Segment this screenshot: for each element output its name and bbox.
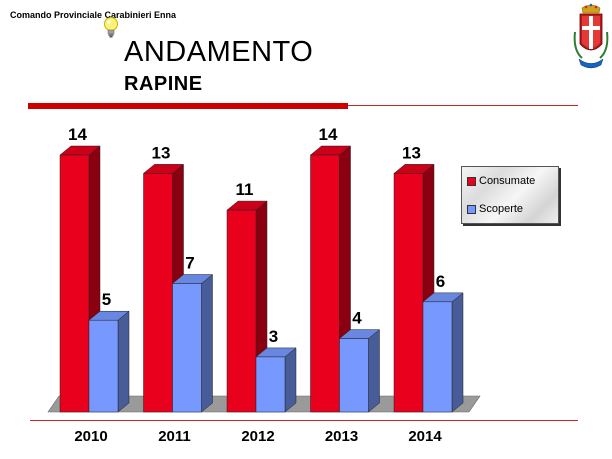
light-bulb-icon bbox=[104, 17, 118, 38]
bar-side-s1-c1 bbox=[201, 273, 213, 413]
bar-s0-c2 bbox=[226, 209, 257, 413]
bar-side-s1-c4 bbox=[451, 292, 464, 413]
bar-s1-c0 bbox=[88, 319, 119, 413]
bar-s0-c3 bbox=[310, 154, 340, 413]
data-label-s0-c3: 14 bbox=[319, 125, 338, 144]
legend-item-consumate: Consumate bbox=[467, 175, 535, 187]
bar-s0-c4 bbox=[393, 173, 424, 413]
x-tick-label: 2011 bbox=[158, 428, 191, 445]
data-label-s1-c2: 3 bbox=[269, 327, 278, 346]
x-tick-label: 2010 bbox=[74, 428, 107, 445]
bar-s0-c1 bbox=[143, 173, 173, 413]
page-title: ANDAMENTO bbox=[124, 36, 314, 68]
x-tick-label: 2012 bbox=[241, 428, 274, 445]
footer-rule bbox=[30, 420, 578, 421]
chart-legend: Consumate Scoperte bbox=[461, 166, 559, 224]
x-tick-label: 2013 bbox=[325, 428, 358, 445]
legend-swatch-consumate bbox=[467, 176, 476, 186]
x-tick-label: 2014 bbox=[408, 428, 442, 445]
header-rule-thin bbox=[348, 105, 578, 106]
carabinieri-crest-icon bbox=[573, 3, 609, 69]
data-label-s0-c2: 11 bbox=[236, 180, 254, 199]
bar-s0-c0 bbox=[59, 154, 90, 413]
bar-side-s1-c3 bbox=[368, 329, 380, 413]
bar-side-s1-c2 bbox=[284, 347, 297, 413]
data-label-s1-c1: 7 bbox=[185, 254, 194, 273]
bar-s1-c3 bbox=[339, 338, 369, 413]
legend-label-scoperte: Scoperte bbox=[479, 203, 524, 215]
data-label-s1-c4: 6 bbox=[436, 272, 445, 291]
data-label-s0-c4: 13 bbox=[402, 143, 421, 162]
header-rule-thick bbox=[28, 103, 348, 109]
page-subtitle: RAPINE bbox=[124, 73, 203, 95]
legend-item-scoperte: Scoperte bbox=[467, 203, 523, 215]
legend-swatch-scoperte bbox=[467, 204, 476, 214]
bar-s1-c2 bbox=[255, 356, 286, 413]
bar-side-s1-c0 bbox=[117, 310, 130, 413]
legend-label-consumate: Consumate bbox=[479, 175, 536, 187]
data-label-s1-c0: 5 bbox=[102, 290, 111, 309]
data-label-s0-c0: 14 bbox=[68, 125, 87, 144]
organization-name: Comando Provinciale Carabinieri Enna bbox=[10, 10, 177, 20]
data-label-s0-c1: 13 bbox=[152, 143, 171, 162]
bar-s1-c4 bbox=[422, 301, 453, 413]
data-label-s1-c3: 4 bbox=[352, 309, 362, 328]
bar-s1-c1 bbox=[172, 283, 202, 413]
